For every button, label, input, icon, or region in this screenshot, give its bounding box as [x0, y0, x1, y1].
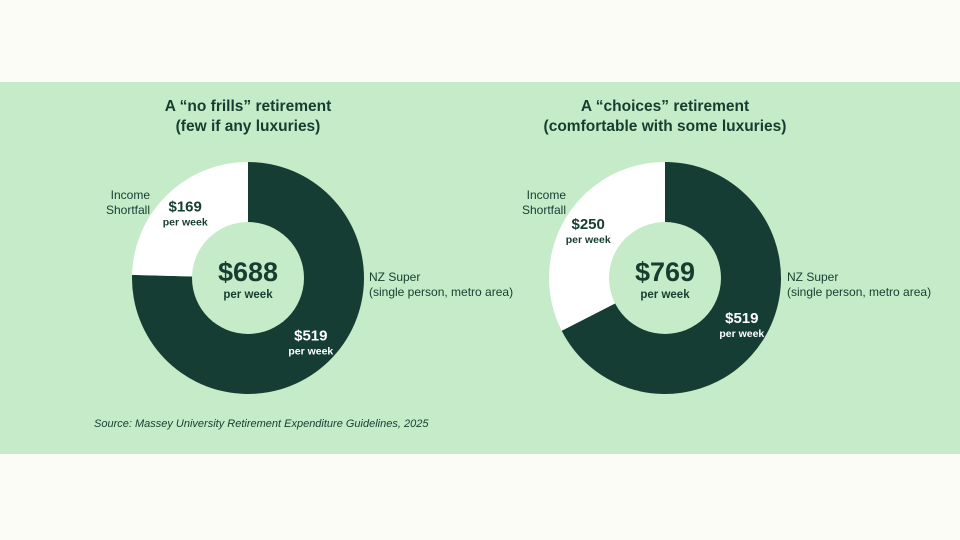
legend-nz-super-2-line2: (single person, metro area) — [787, 285, 932, 299]
chart-2-title-line1: A “choices” retirement — [580, 98, 750, 115]
legend-income-shortfall-2-line1: Income — [526, 188, 566, 202]
legend-nz-super-2: NZ Super (single person, metro area) — [787, 270, 931, 300]
chart-1-title: A “no frills” retirement (few if any lux… — [78, 97, 418, 137]
legend-income-shortfall-1-line2: Shortfall — [105, 203, 150, 217]
donut-hole-1 — [192, 222, 304, 334]
donut-chart-1: $688 per week $519 per week $169 per wee… — [131, 162, 364, 394]
shortfall-value-2: $250 — [572, 216, 605, 233]
shortfall-unit-2: per week — [566, 234, 611, 246]
nz-super-unit-2: per week — [719, 328, 764, 340]
chart-2-title-line2: (comfortable with some luxuries) — [543, 118, 787, 135]
legend-income-shortfall-2-line2: Shortfall — [521, 203, 566, 217]
source-note: Source: Massey University Retirement Exp… — [94, 418, 429, 430]
nz-super-value-1: $519 — [294, 328, 327, 345]
nz-super-value-2: $519 — [725, 310, 758, 327]
chart-1-title-line1: A “no frills” retirement — [164, 98, 332, 115]
legend-income-shortfall-1-line1: Income — [110, 188, 150, 202]
chart-2-title: A “choices” retirement (comfortable with… — [495, 97, 835, 137]
shortfall-value-1: $169 — [169, 199, 202, 216]
legend-nz-super-2-line1: NZ Super — [787, 270, 839, 284]
legend-nz-super-1-line2: (single person, metro area) — [369, 285, 514, 299]
total-value-2: $769 — [635, 257, 695, 287]
nz-super-unit-1: per week — [288, 346, 333, 358]
shortfall-unit-1: per week — [163, 217, 208, 229]
total-value-1: $688 — [218, 257, 278, 287]
legend-income-shortfall-1: Income Shortfall — [103, 188, 150, 218]
legend-nz-super-1: NZ Super (single person, metro area) — [369, 270, 513, 300]
total-unit-1: per week — [223, 289, 273, 301]
total-unit-2: per week — [640, 289, 690, 301]
chart-1-title-line2: (few if any luxuries) — [175, 118, 321, 135]
legend-nz-super-1-line1: NZ Super — [369, 270, 421, 284]
donut-hole-2 — [609, 222, 721, 334]
legend-income-shortfall-2: Income Shortfall — [519, 188, 566, 218]
donut-chart-2: $769 per week $519 per week $250 per wee… — [549, 161, 782, 394]
